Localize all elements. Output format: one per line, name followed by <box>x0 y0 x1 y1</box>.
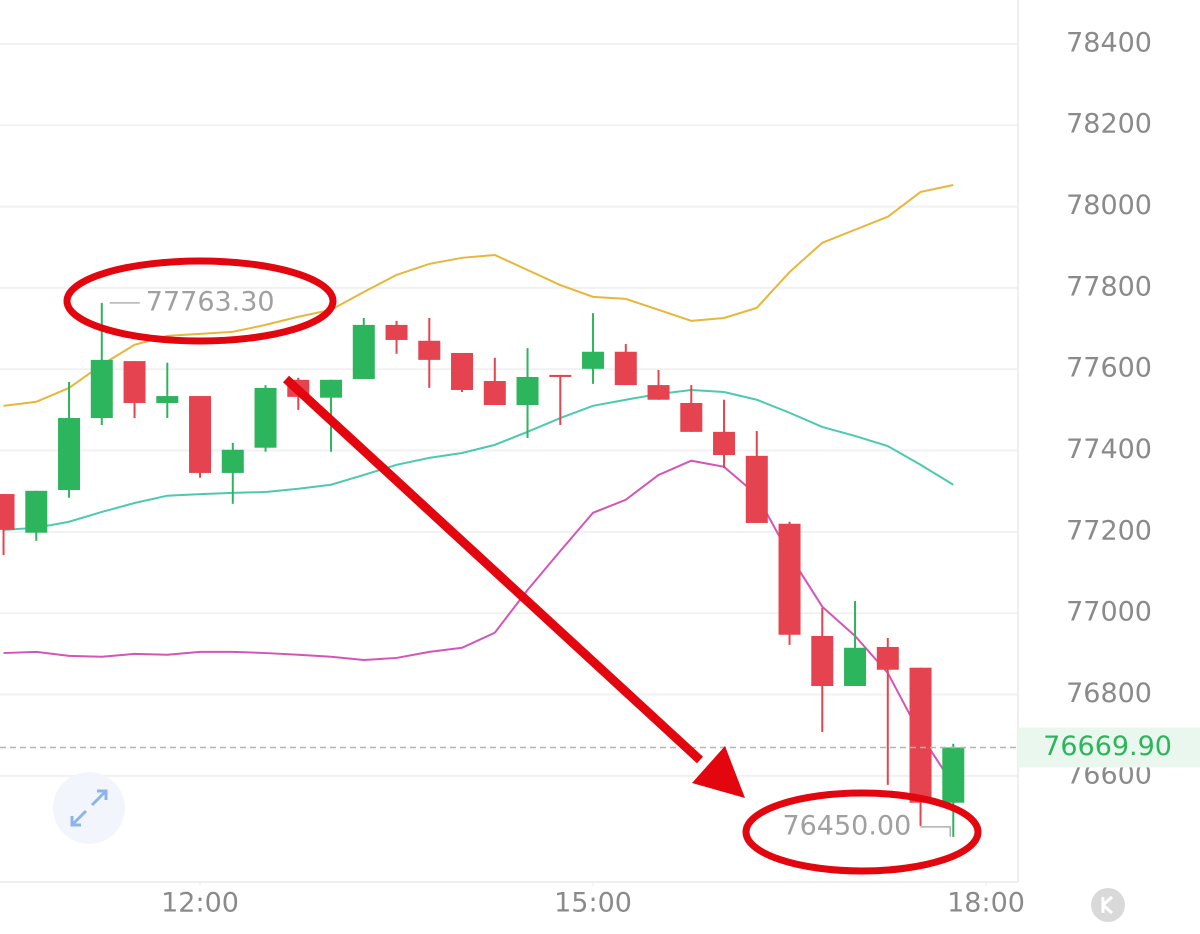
candle-body <box>189 396 212 473</box>
candle-body <box>254 387 277 448</box>
low-marker <box>920 826 952 837</box>
y-tick-label: 77200 <box>1066 515 1152 546</box>
candle-body <box>451 352 474 390</box>
candle-body <box>582 351 605 369</box>
x-tick-label: 15:00 <box>554 888 632 919</box>
last-price-label: 76669.90 <box>1043 731 1172 762</box>
candle-body <box>25 490 48 533</box>
candle-body <box>516 376 539 406</box>
candle-body <box>876 646 899 670</box>
candle-body <box>385 324 408 340</box>
x-tick-label: 18:00 <box>947 888 1025 919</box>
collapse-icon <box>1101 895 1113 915</box>
y-tick-label: 77000 <box>1066 597 1152 628</box>
candle-body <box>483 381 506 406</box>
candle-body <box>90 359 113 419</box>
candle-body <box>320 379 343 398</box>
candle-body <box>352 324 375 379</box>
candles <box>0 302 965 837</box>
candle-body <box>0 494 15 530</box>
candle-body <box>942 747 965 803</box>
candle-body <box>844 647 867 686</box>
x-tick-label: 12:00 <box>161 888 239 919</box>
indicator-line <box>3 388 954 531</box>
y-tick-label: 77600 <box>1066 353 1152 384</box>
y-tick-label: 78400 <box>1066 27 1152 58</box>
candle-body <box>680 402 703 432</box>
candle-body <box>778 523 801 635</box>
candle-body <box>58 418 81 490</box>
y-tick-label: 77800 <box>1066 271 1152 302</box>
arrow-shaft <box>282 375 704 764</box>
candle-body <box>123 361 146 403</box>
highlight-ellipse <box>742 789 982 875</box>
candle-body <box>418 340 441 360</box>
candle-body <box>811 635 834 686</box>
arrow-head <box>692 746 745 798</box>
y-tick-label: 78000 <box>1066 190 1152 221</box>
labels: 7660076800770007720077400776007780078000… <box>0 27 1200 919</box>
y-tick-label: 76800 <box>1066 678 1152 709</box>
high-label: 77763.30 <box>146 286 275 317</box>
low-label: 76450.00 <box>782 810 911 841</box>
indicator-line <box>3 459 955 786</box>
candle-body <box>647 385 670 400</box>
highlight-ellipse <box>63 257 337 345</box>
candle-body <box>156 396 179 403</box>
y-tick-label: 77400 <box>1066 434 1152 465</box>
candle-body <box>713 431 736 456</box>
candle-body <box>221 449 244 473</box>
candle-body <box>614 351 637 386</box>
candle-body <box>745 455 768 523</box>
expand-icon <box>70 789 108 827</box>
y-tick-label: 78200 <box>1066 109 1152 140</box>
candle-body <box>549 374 572 377</box>
collapse-button[interactable] <box>1091 888 1125 922</box>
expand-button[interactable] <box>53 772 125 844</box>
grid <box>0 42 1018 886</box>
last-price-box <box>1018 727 1200 768</box>
candle-body <box>909 667 932 803</box>
